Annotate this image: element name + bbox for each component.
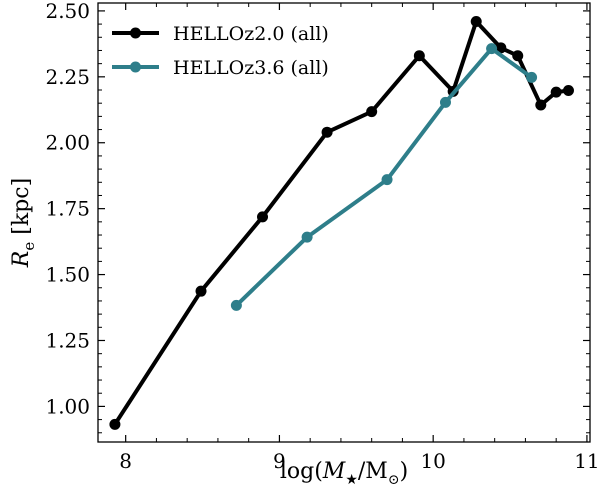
data-point bbox=[439, 96, 451, 108]
series-2 bbox=[230, 43, 538, 311]
data-point bbox=[413, 50, 425, 62]
data-point bbox=[195, 285, 207, 297]
x-tick-label: 11 bbox=[574, 449, 598, 473]
data-point bbox=[526, 71, 538, 83]
data-point bbox=[512, 50, 524, 62]
y-tick-label: 2.25 bbox=[45, 65, 90, 89]
y-tick-label: 1.50 bbox=[45, 263, 90, 287]
data-point bbox=[301, 231, 313, 243]
series-line bbox=[234, 45, 533, 307]
data-point bbox=[366, 106, 378, 118]
legend: HELLOz2.0 (all) HELLOz3.6 (all) bbox=[112, 23, 329, 79]
x-tick-label: 8 bbox=[119, 449, 132, 473]
y-tick-label: 1.25 bbox=[45, 328, 90, 352]
data-point bbox=[381, 174, 393, 186]
data-point bbox=[470, 15, 482, 27]
y-tick-label: 1.75 bbox=[45, 197, 90, 221]
y-tick-label: 1.00 bbox=[45, 394, 90, 418]
x-axis-label: log(M★/M⊙) bbox=[280, 459, 408, 488]
x-tick-label: 10 bbox=[420, 449, 445, 473]
y-axis-label: Re [kpc] bbox=[9, 178, 38, 268]
data-point bbox=[257, 211, 269, 223]
tick-labels: 8 9 10 11 1.00 1.25 1.50 1.75 2.00 2.25 2.50 bbox=[45, 0, 598, 473]
y-tick-label: 2.00 bbox=[45, 131, 90, 155]
data-point bbox=[495, 42, 507, 54]
data-point bbox=[486, 43, 498, 55]
data-point bbox=[535, 99, 547, 111]
plot-frame bbox=[97, 2, 591, 443]
y-tick-label: 2.50 bbox=[45, 0, 90, 23]
legend-label: HELLOz2.0 (all) bbox=[173, 23, 329, 45]
series-group bbox=[109, 15, 574, 430]
legend-marker bbox=[130, 27, 141, 39]
data-point bbox=[562, 85, 574, 97]
x-tick-label: 9 bbox=[273, 449, 286, 473]
data-point bbox=[109, 418, 121, 430]
data-point bbox=[550, 86, 562, 98]
data-point bbox=[230, 299, 242, 311]
legend-marker bbox=[130, 61, 141, 73]
data-point bbox=[321, 126, 333, 138]
legend-label: HELLOz3.6 (all) bbox=[173, 57, 329, 79]
axis-ticks bbox=[98, 3, 590, 442]
